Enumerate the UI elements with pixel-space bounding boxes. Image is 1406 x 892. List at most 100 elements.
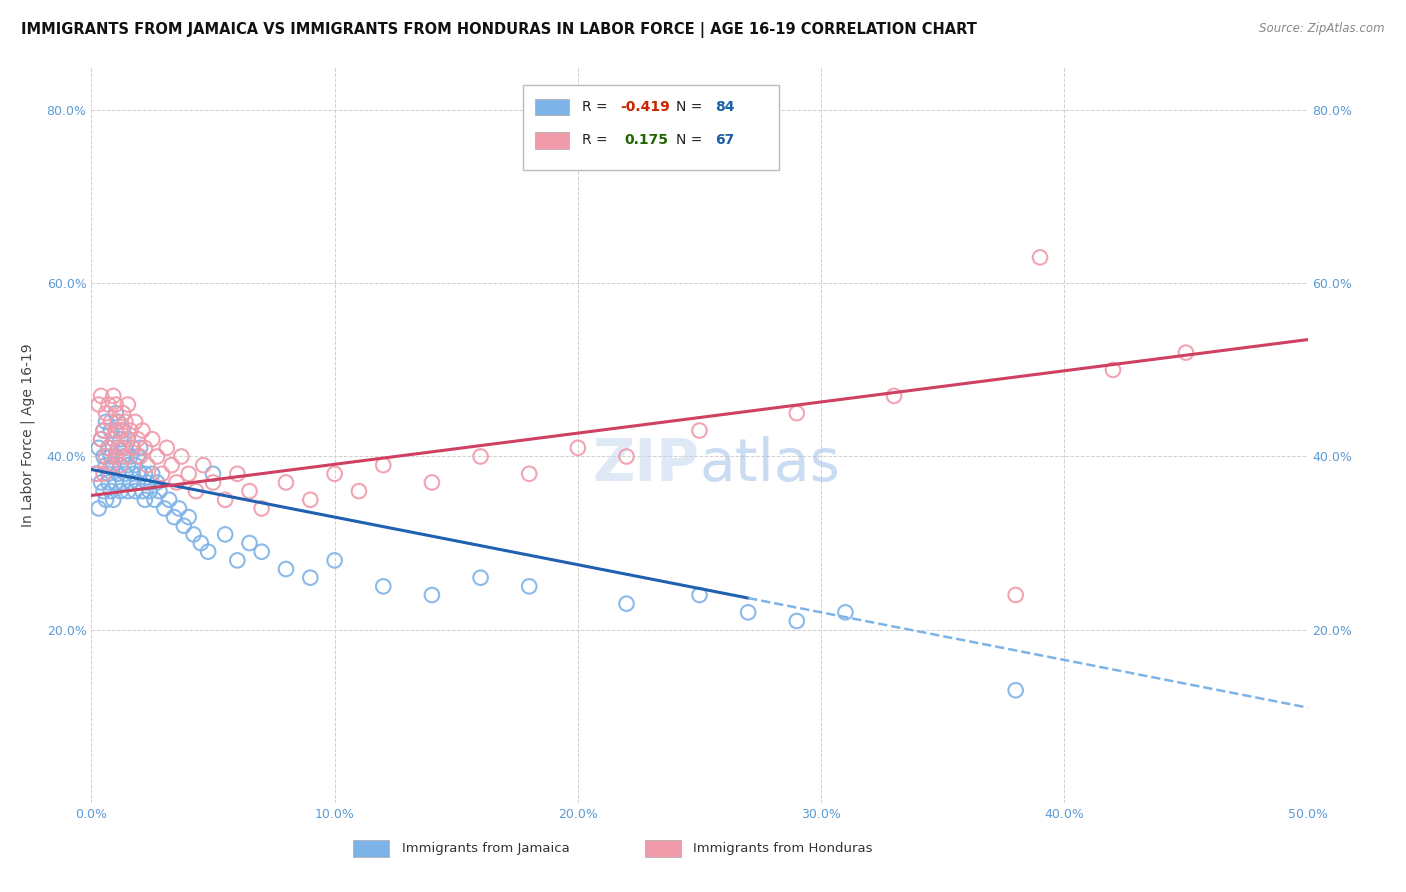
Point (120, 424, 142, 438)
Point (420, 588, 443, 602)
Point (90, 432, 112, 446)
Point (90, 389, 112, 403)
Point (299, 492, 322, 507)
Point (127, 450, 149, 464)
Point (114, 450, 136, 464)
Point (121, 441, 143, 455)
Point (120, 450, 142, 464)
Point (177, 510, 200, 524)
Point (347, 484, 370, 499)
Point (93, 450, 115, 464)
Point (100, 424, 122, 438)
Point (103, 389, 125, 403)
Point (107, 415, 129, 429)
Point (117, 432, 139, 446)
Text: N =: N = (676, 134, 707, 147)
Point (177, 467, 200, 481)
Point (110, 484, 132, 499)
Point (124, 484, 146, 499)
Point (97, 441, 120, 455)
Point (688, 588, 710, 602)
Point (117, 432, 139, 446)
Point (197, 545, 219, 559)
Point (94, 450, 117, 464)
Point (94, 458, 117, 472)
Point (373, 579, 395, 593)
Point (567, 441, 589, 455)
Text: IMMIGRANTS FROM JAMAICA VS IMMIGRANTS FROM HONDURAS IN LABOR FORCE | AGE 16-19 C: IMMIGRANTS FROM JAMAICA VS IMMIGRANTS FR… (21, 22, 977, 38)
Point (274, 475, 297, 490)
Point (103, 492, 125, 507)
Point (786, 406, 808, 420)
Point (97, 441, 120, 455)
Point (214, 492, 236, 507)
Point (87, 398, 110, 412)
Point (153, 501, 176, 516)
Text: Immigrants from Honduras: Immigrants from Honduras (693, 842, 873, 855)
Point (107, 415, 129, 429)
Point (94, 492, 117, 507)
Point (148, 484, 170, 499)
Bar (523, 86, 779, 170)
Point (104, 424, 127, 438)
Point (143, 492, 166, 507)
Point (84, 467, 107, 481)
Point (114, 441, 136, 455)
Point (124, 458, 146, 472)
Point (129, 467, 152, 481)
Bar (536, 132, 569, 149)
Point (100, 484, 122, 499)
Point (97, 467, 120, 481)
Point (150, 467, 173, 481)
Point (84, 467, 107, 481)
Point (97, 398, 120, 412)
Text: N =: N = (676, 101, 707, 114)
Point (121, 441, 143, 455)
Point (157, 492, 180, 507)
Point (110, 424, 132, 438)
Point (470, 450, 492, 464)
Point (1004, 588, 1026, 602)
Text: -0.419: -0.419 (620, 101, 671, 114)
Point (117, 484, 139, 499)
Point (103, 458, 125, 472)
Point (107, 467, 129, 481)
Point (470, 571, 492, 585)
Text: 0.175: 0.175 (624, 134, 668, 147)
Point (202, 475, 225, 490)
Point (111, 424, 134, 438)
Bar (536, 99, 569, 115)
Point (141, 432, 163, 446)
Point (226, 467, 249, 481)
Point (250, 501, 273, 516)
Point (274, 562, 297, 576)
Text: R =: R = (582, 134, 612, 147)
Point (139, 484, 162, 499)
Point (110, 458, 132, 472)
Point (170, 450, 193, 464)
Point (323, 553, 346, 567)
Point (166, 475, 188, 490)
Point (193, 458, 215, 472)
Point (517, 467, 540, 481)
Point (131, 424, 153, 438)
Point (184, 484, 207, 499)
Point (160, 458, 183, 472)
Point (90, 475, 112, 490)
Point (167, 501, 190, 516)
Point (173, 518, 195, 533)
Text: 84: 84 (716, 101, 735, 114)
Point (93, 424, 115, 438)
Point (104, 450, 127, 464)
Point (103, 432, 125, 446)
Point (100, 458, 122, 472)
Point (104, 475, 127, 490)
Point (131, 484, 153, 499)
Text: Source: ZipAtlas.com: Source: ZipAtlas.com (1260, 22, 1385, 36)
Point (117, 458, 139, 472)
Point (111, 475, 134, 490)
Text: Immigrants from Jamaica: Immigrants from Jamaica (402, 842, 569, 855)
Point (110, 432, 132, 446)
Point (111, 450, 134, 464)
Point (1175, 345, 1198, 359)
